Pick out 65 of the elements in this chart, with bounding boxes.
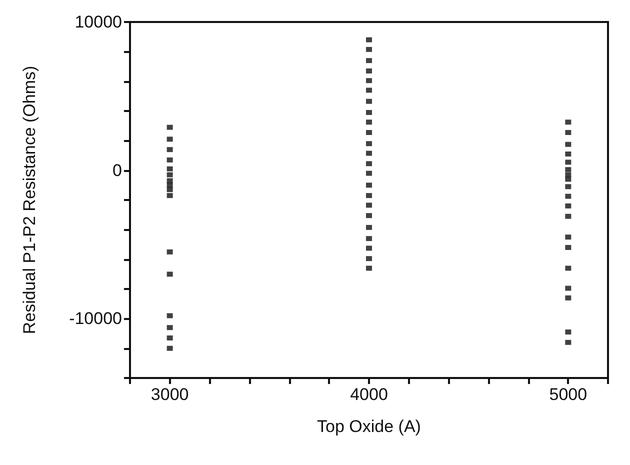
point: [166, 325, 173, 330]
point: [565, 214, 572, 219]
point: [366, 98, 372, 104]
point: [565, 130, 572, 136]
y-tick-label: 0: [112, 160, 122, 180]
point: [166, 249, 173, 254]
point: [366, 78, 372, 84]
point: [166, 178, 173, 184]
point: [565, 330, 572, 335]
point: [166, 172, 173, 178]
point: [366, 256, 372, 262]
point: [565, 244, 572, 250]
point: [366, 58, 372, 64]
point: [565, 142, 572, 147]
point: [565, 184, 572, 190]
point: [366, 182, 372, 188]
y-tick-label: 10000: [74, 12, 122, 32]
point: [565, 203, 572, 208]
point: [166, 193, 173, 198]
point: [366, 193, 372, 198]
point: [166, 313, 173, 318]
point: [366, 141, 372, 146]
point: [366, 46, 372, 52]
y-tick-label: -10000: [69, 309, 122, 328]
point: [565, 286, 572, 291]
point: [366, 88, 372, 93]
point: [565, 295, 572, 300]
point: [565, 120, 572, 125]
point: [166, 272, 173, 277]
point: [366, 202, 372, 208]
point: [565, 152, 572, 157]
point: [366, 130, 372, 136]
point: [366, 224, 372, 230]
point: [565, 340, 572, 345]
point: [166, 187, 173, 192]
point: [366, 213, 372, 218]
point: [166, 147, 173, 152]
point: [366, 120, 372, 125]
point: [166, 335, 173, 340]
point: [166, 182, 173, 188]
point: [366, 236, 372, 242]
point: [366, 150, 372, 156]
point: [565, 167, 572, 172]
point: [366, 170, 372, 176]
point: [366, 266, 372, 271]
point: [366, 37, 372, 42]
point: [166, 346, 173, 351]
point: [366, 110, 372, 115]
x-tick-label: 3000: [150, 385, 189, 404]
point: [166, 166, 173, 172]
point: [565, 234, 572, 240]
x-tick-label: 5000: [549, 385, 588, 404]
point: [366, 68, 372, 74]
point: [166, 124, 173, 130]
point: [565, 194, 572, 199]
x-axis-title: Top Oxide (A): [317, 417, 421, 436]
y-axis-title: Residual P1-P2 Resistance (Ohms): [20, 66, 39, 334]
point: [565, 176, 572, 182]
x-tick-label: 4000: [350, 385, 388, 404]
point: [166, 136, 173, 142]
point: [366, 161, 372, 166]
point: [565, 266, 572, 271]
point: [366, 246, 372, 251]
point: [166, 157, 173, 162]
point: [565, 160, 572, 165]
